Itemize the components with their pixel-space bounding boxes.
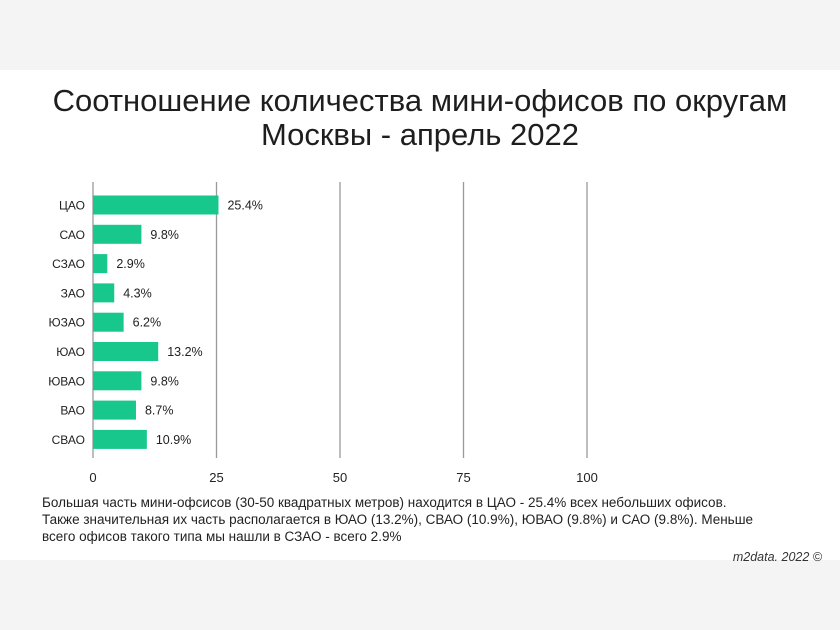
category-label: ЮВАО bbox=[48, 374, 85, 388]
x-tick-label: 75 bbox=[456, 470, 470, 485]
bar-6 bbox=[93, 342, 159, 361]
bar-4 bbox=[93, 283, 115, 303]
category-label: ВАО bbox=[60, 404, 85, 418]
x-tick-label: 25 bbox=[209, 470, 223, 485]
x-tick-labels: 0 25 50 75 100 bbox=[89, 470, 597, 485]
chart-title-line-1: Соотношение количества мини-офисов по ок… bbox=[52, 83, 788, 118]
value-label: 10.9% bbox=[156, 433, 191, 447]
chart-card bbox=[0, 70, 840, 560]
value-label: 9.8% bbox=[150, 374, 179, 388]
bar-8 bbox=[93, 400, 136, 420]
value-label: 13.2% bbox=[167, 345, 202, 359]
bar-2 bbox=[93, 224, 142, 244]
category-label: САО bbox=[60, 228, 85, 242]
chart-title: Соотношение количества мини-офисов по ок… bbox=[0, 84, 840, 152]
bar-1 bbox=[93, 195, 219, 215]
category-label: СВАО bbox=[52, 433, 85, 447]
bar-3 bbox=[93, 254, 108, 274]
bars bbox=[93, 195, 219, 449]
chart-caption: Большая часть мини-офсисов (30-50 квадра… bbox=[42, 495, 754, 544]
bar-9 bbox=[93, 429, 147, 449]
x-tick-label: 100 bbox=[576, 470, 598, 485]
value-label: 25.4% bbox=[227, 199, 262, 213]
value-label: 4.3% bbox=[123, 286, 152, 300]
x-tick-label: 0 bbox=[89, 470, 96, 485]
credit-text: m2data. 2022 © bbox=[732, 550, 822, 564]
category-labels: ЦАО САО СЗАО ЗАО ЮЗАО ЮАО ЮВАО ВАО СВАО bbox=[48, 199, 85, 447]
value-label: 2.9% bbox=[116, 257, 144, 271]
category-label: ЦАО bbox=[59, 199, 85, 213]
category-label: СЗАО bbox=[52, 257, 85, 271]
value-labels: 25.4% 9.8% 2.9% 4.3% 6.2% 13.2% 9.8% 8.7% 10.9% bbox=[116, 199, 263, 447]
bar-5 bbox=[93, 312, 124, 332]
chart-title-line-2: Москвы - апрель 2022 bbox=[260, 117, 580, 152]
value-label: 8.7% bbox=[145, 404, 174, 418]
bar-7 bbox=[93, 371, 142, 391]
value-label: 9.8% bbox=[150, 228, 179, 242]
x-tick-label: 50 bbox=[333, 470, 347, 485]
value-label: 6.2% bbox=[133, 316, 162, 330]
category-label: ЮАО bbox=[56, 345, 85, 359]
category-label: ЮЗАО bbox=[49, 316, 85, 330]
category-label: ЗАО bbox=[61, 286, 85, 300]
